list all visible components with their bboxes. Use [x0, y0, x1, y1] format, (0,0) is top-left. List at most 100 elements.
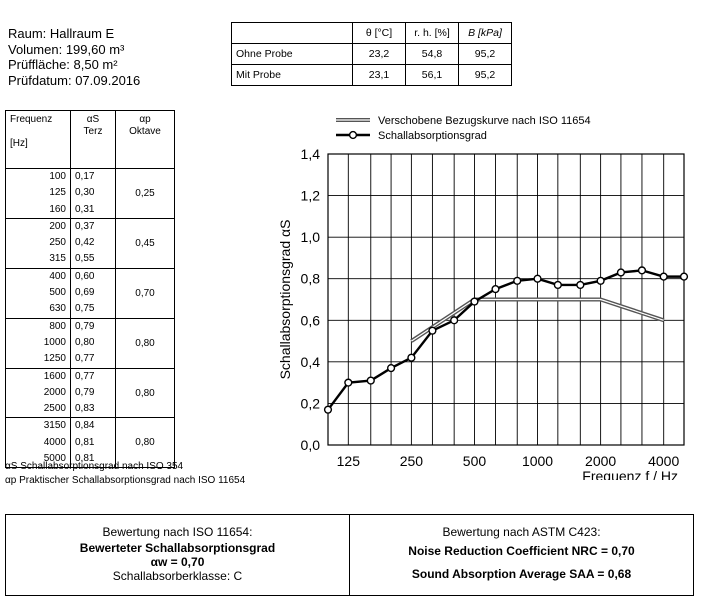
data-point — [491, 285, 500, 294]
as-cell: 0,77 — [70, 368, 116, 385]
y-tick-label: 1,4 — [301, 146, 321, 162]
measured-curve — [327, 269, 684, 411]
conditions-header-pressure: B [kPa] — [458, 22, 512, 44]
x-tick-label: 125 — [337, 453, 361, 469]
conditions-row: Mit Probe 23,1 56,1 95,2 — [231, 64, 512, 86]
table-row: 100 0,17 0,25 — [5, 168, 175, 219]
eval-astm-nrc: Noise Reduction Coefficient NRC = 0,70 — [408, 544, 635, 558]
room-volume: Volumen: 199,60 m³ — [8, 41, 125, 57]
conditions-cell: 23,2 — [352, 43, 406, 65]
evaluation-box: Bewertung nach ISO 11654: Bewerteter Sch… — [5, 514, 694, 596]
ap-cell: 0,45 — [115, 217, 175, 269]
as-cell: 0,75 — [70, 301, 116, 319]
table-row: 4000 0,81 — [5, 434, 175, 452]
data-point — [679, 272, 689, 281]
conditions-row-label: Mit Probe — [231, 64, 353, 86]
data-point — [323, 405, 333, 414]
table-row: 315 0,55 — [5, 251, 175, 269]
table-row: 160 0,31 — [5, 201, 175, 219]
ap-header: αp Oktave — [115, 110, 175, 169]
as-cell: 0,60 — [70, 268, 116, 286]
x-tick-label: 500 — [463, 453, 487, 469]
y-tick-label: 0,6 — [301, 312, 321, 328]
ap-cell: 0,80 — [115, 367, 175, 419]
freq-cell: 1250 — [5, 351, 71, 369]
as-cell: 0,30 — [70, 185, 116, 202]
data-point — [576, 280, 585, 290]
freq-cell: 800 — [5, 318, 71, 335]
plot-frame — [327, 153, 685, 446]
conditions-header-temp: θ [°C] — [352, 22, 406, 44]
table-row: 800 0,79 0,80 — [5, 317, 175, 369]
y-tick-label: 0,8 — [301, 271, 321, 287]
data-point — [533, 274, 542, 283]
x-tick-label: 1000 — [522, 453, 553, 469]
data-point — [513, 276, 522, 285]
ap-cell: 0,70 — [115, 267, 175, 319]
x-tick-label: 250 — [400, 453, 424, 469]
freq-cell: 125 — [5, 185, 71, 202]
y-tick-label: 0,0 — [301, 437, 321, 453]
eval-astm-saa: Sound Absorption Average SAA = 0,68 — [411, 567, 632, 581]
ap-cell: 0,80 — [115, 417, 175, 469]
x-axis-label: Frequenz f / Hz — [582, 468, 678, 480]
freq-cell: 160 — [5, 201, 71, 219]
freq-cell: 250 — [5, 235, 71, 252]
data-point — [386, 363, 396, 373]
freq-header: Frequenz [Hz] — [5, 110, 71, 169]
conditions-header-rh: r. h. [%] — [405, 22, 459, 44]
eval-astm-title: Bewertung nach ASTM C423: — [442, 525, 601, 539]
as-cell: 0,79 — [70, 318, 116, 335]
data-point — [428, 326, 437, 335]
table-row: 125 0,30 — [5, 185, 175, 202]
frequency-table: Frequenz [Hz] αS Terz αp Oktave 100 0,17 0… — [5, 110, 175, 469]
eval-iso-class: Schallabsorberklasse: C — [112, 569, 243, 583]
as-header-sub: Terz — [83, 126, 103, 137]
as-cell: 0,80 — [70, 334, 116, 352]
data-point — [450, 316, 459, 325]
freq-header-label: Frequenz — [10, 114, 53, 125]
table-row: 630 0,75 — [5, 301, 175, 319]
conditions-cell: 95,2 — [458, 43, 512, 65]
absorption-chart: 0,0 0,2 0,4 0,6 0,8 1,0 1,2 1,4 125 250 500 1000 200… — [277, 115, 689, 480]
as-note: αS Schallabsorptionsgrad nach ISO 354 — [5, 461, 184, 472]
eval-iso-value: αw = 0,70 — [150, 555, 205, 569]
freq-cell: 630 — [5, 301, 71, 319]
notes: αS Schallabsorptionsgrad nach ISO 354 αp… — [5, 460, 245, 488]
x-tick-label: 2000 — [585, 453, 616, 469]
freq-cell: 200 — [5, 218, 71, 236]
data-point — [366, 376, 375, 385]
evaluation-astm: Bewertung nach ASTM C423: Noise Reductio… — [350, 515, 693, 595]
freq-cell: 1000 — [5, 334, 71, 352]
table-row: 3150 0,84 0,80 — [5, 417, 175, 469]
y-tick-label: 0,4 — [301, 354, 321, 370]
as-cell: 0,42 — [70, 235, 116, 252]
data-point — [616, 268, 626, 277]
data-point — [470, 297, 479, 306]
y-tick-label: 0,2 — [301, 395, 321, 411]
as-cell: 0,17 — [70, 168, 116, 186]
y-tick-label: 1,2 — [301, 188, 321, 204]
room-name: Raum: Hallraum E — [8, 26, 115, 41]
conditions-corner — [231, 22, 353, 44]
as-cell: 0,31 — [70, 201, 116, 219]
conditions-cell: 23,1 — [352, 64, 406, 86]
ap-cell: 0,25 — [115, 168, 175, 219]
reference-curve-inner — [411, 298, 664, 342]
freq-cell: 2000 — [5, 384, 71, 402]
table-row: 250 0,42 — [5, 235, 175, 252]
as-cell: 0,84 — [70, 417, 116, 435]
ap-header-sub: Oktave — [129, 126, 161, 137]
as-cell: 0,83 — [70, 401, 116, 419]
freq-cell: 100 — [5, 168, 71, 186]
conditions-row: Ohne Probe 23,2 54,8 95,2 — [231, 43, 512, 65]
ap-note: αp Praktischer Schallabsorptionsgrad nac… — [5, 475, 246, 486]
table-row: 500 0,69 — [5, 285, 175, 302]
as-cell: 0,55 — [70, 251, 116, 269]
as-cell: 0,79 — [70, 384, 116, 402]
x-tick-label: 4000 — [648, 453, 679, 469]
room-info: Raum: Hallraum E Volumen: 199,60 m³ Prüf… — [8, 26, 140, 88]
freq-header-unit: [Hz] — [10, 138, 28, 149]
conditions-row-label: Ohne Probe — [231, 43, 353, 65]
freq-cell: 4000 — [5, 434, 71, 452]
